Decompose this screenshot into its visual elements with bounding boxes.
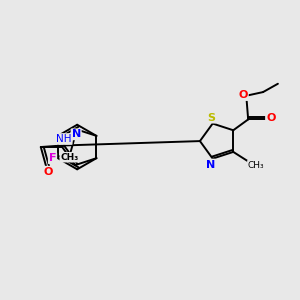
Text: CH₃: CH₃	[248, 161, 265, 170]
Text: F: F	[49, 153, 56, 163]
Text: NH: NH	[56, 134, 72, 144]
Text: O: O	[238, 90, 248, 100]
Text: S: S	[207, 112, 215, 123]
Text: O: O	[44, 167, 53, 177]
Text: N: N	[72, 129, 81, 139]
Text: N: N	[206, 160, 215, 170]
Text: CH₃: CH₃	[60, 153, 79, 162]
Text: O: O	[266, 113, 275, 123]
